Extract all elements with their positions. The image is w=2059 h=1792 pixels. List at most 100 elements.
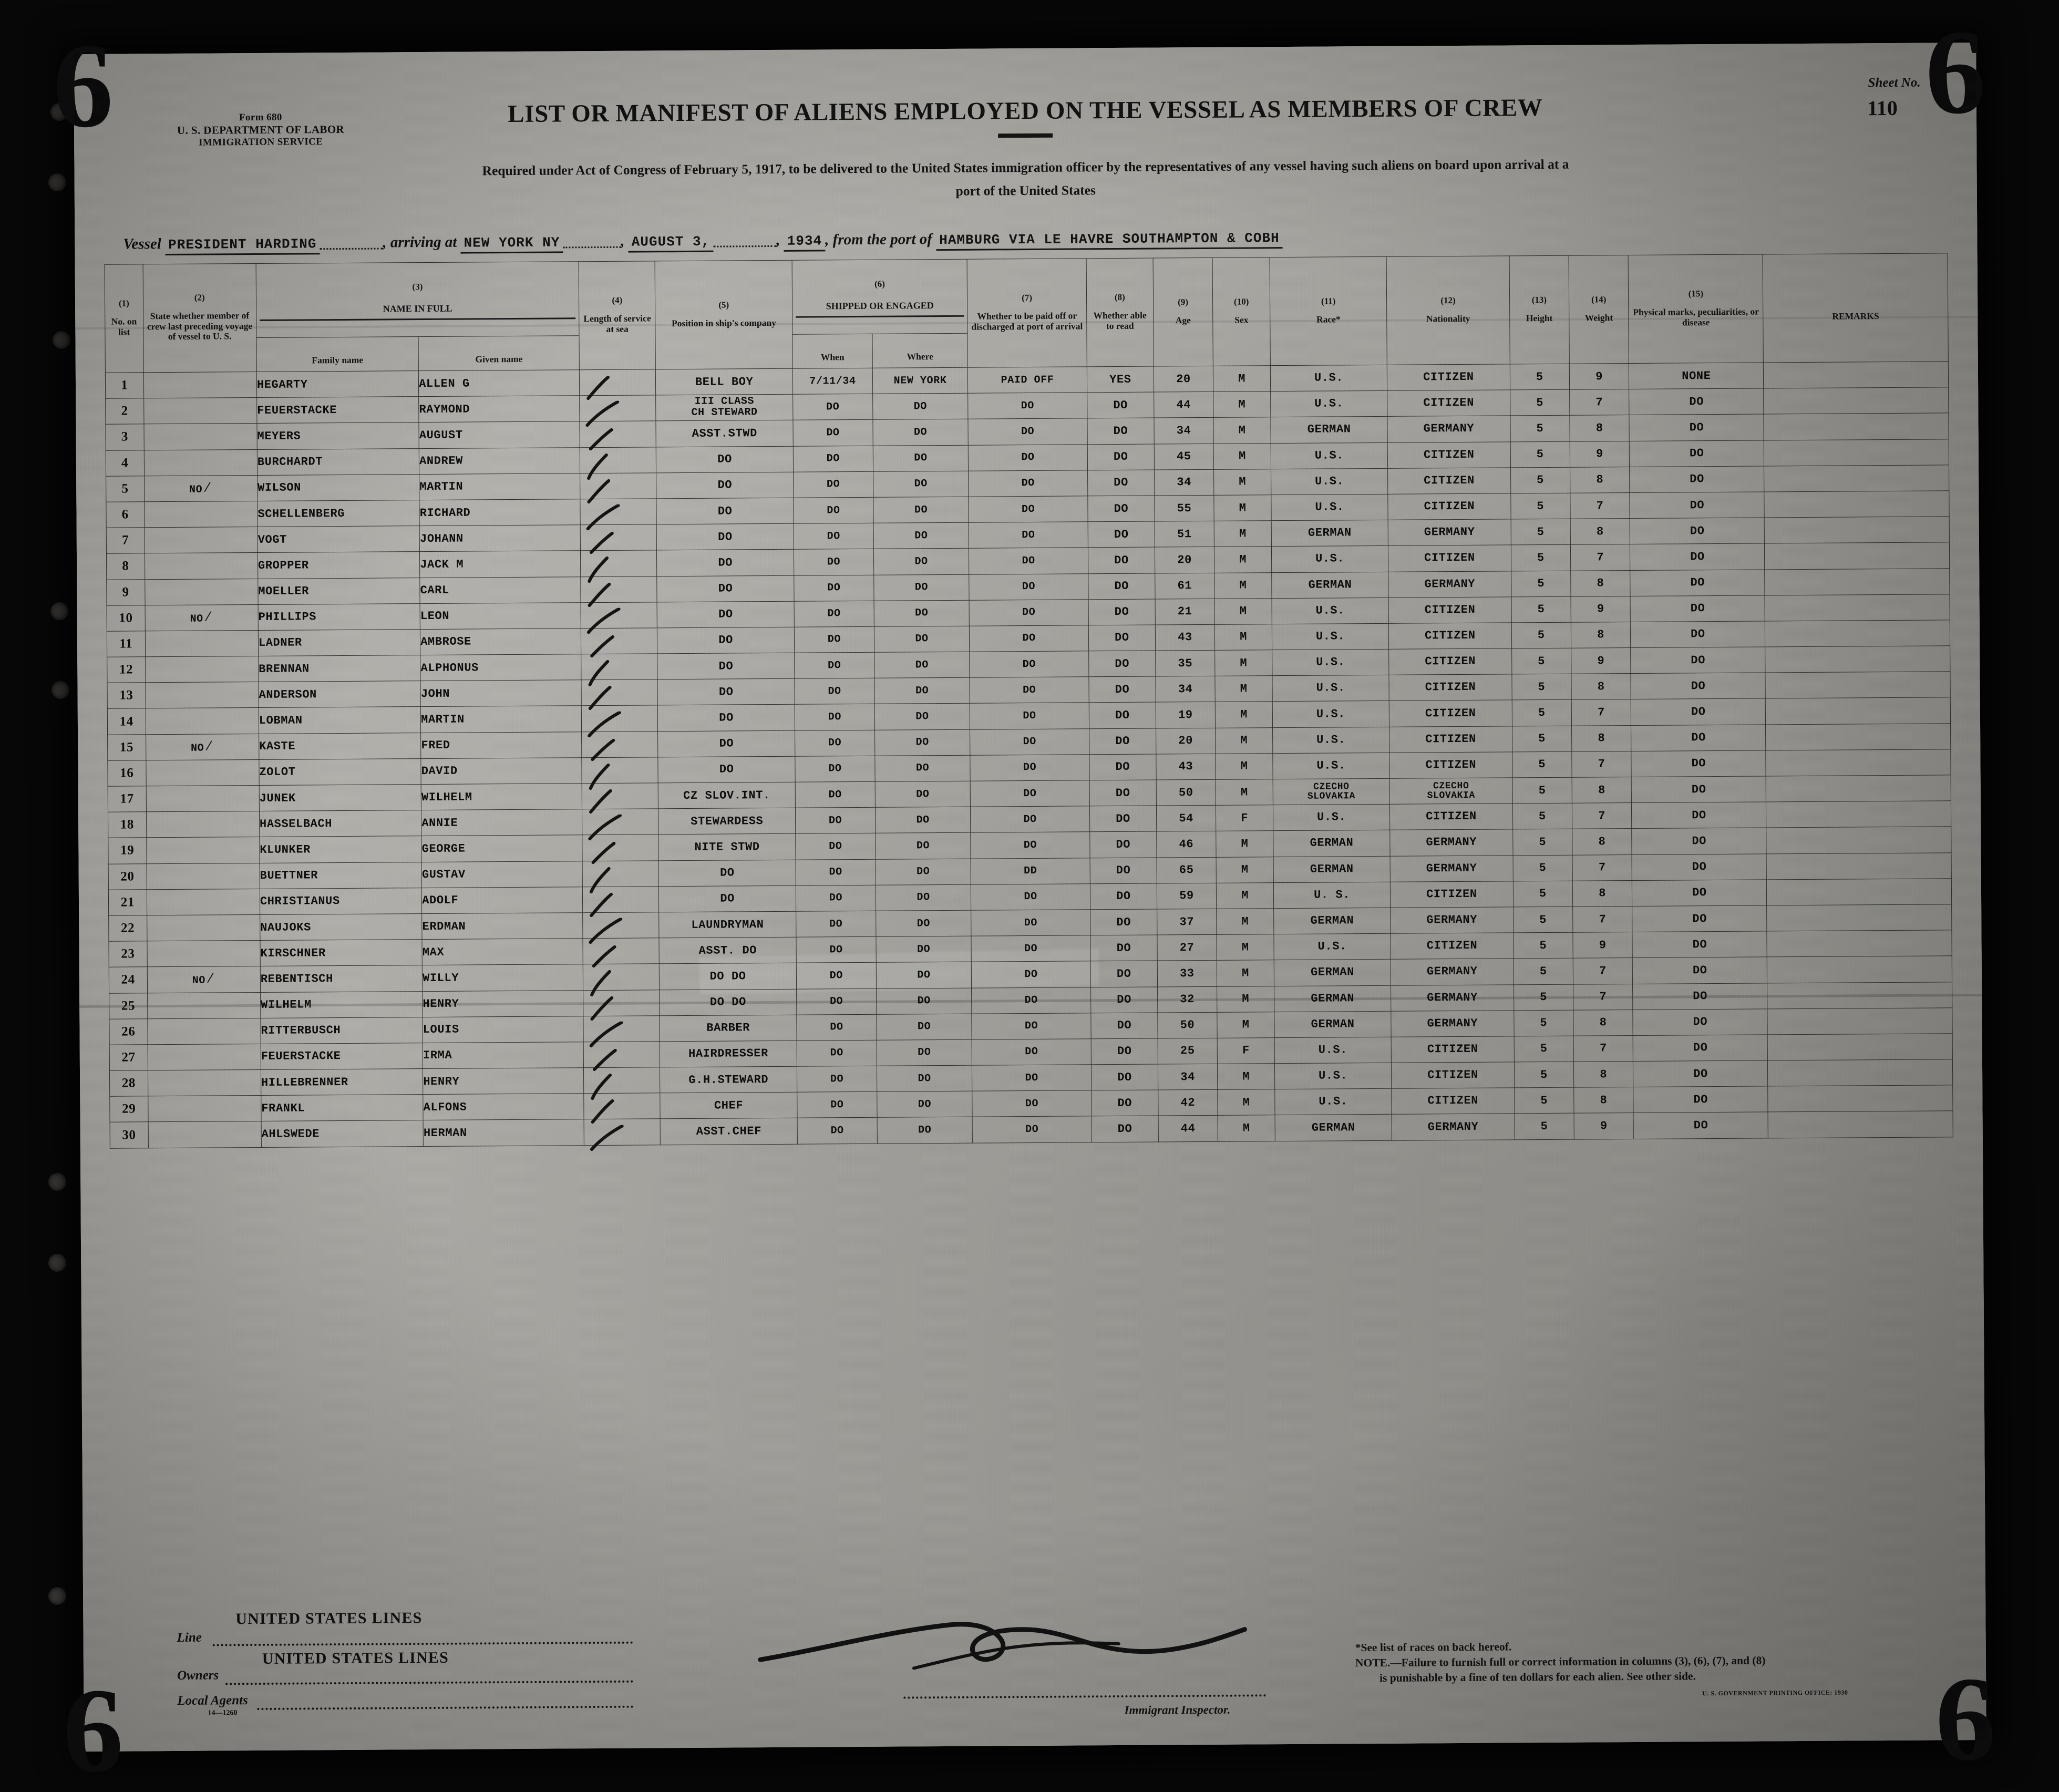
table-row[interactable]: 28 HILLEBRENNER HENRY G.H.STEWARD DO DO DO DO 34…: [109, 1059, 1953, 1100]
table-row[interactable]: 16 ZOLOT DAVID DO DO DO DO DO 43 M U.S. CITIZEN 5 7 DO: [107, 749, 1951, 790]
cell-remarks: [1765, 645, 1950, 673]
cell-remarks: [1767, 930, 1952, 957]
table-row[interactable]: 15 NO ⁄ KASTE FRED DO DO DO DO DO 20 M U.S. CITIZEN 5…: [107, 723, 1951, 761]
cell-height: 5: [1514, 1087, 1574, 1114]
table-row[interactable]: 11 LADNER AMBROSE DO DO DO DO DO 43 M U.S. CITIZEN 5…: [107, 620, 1950, 658]
cell-sex: M: [1214, 495, 1272, 521]
cell-physical-marks: DO: [1633, 1086, 1768, 1113]
table-row[interactable]: 29 FRANKL ALFONS CHEF DO DO DO DO 42 M U.S. CITIZEN…: [109, 1085, 1953, 1124]
cell-shipped-where: DO: [874, 729, 971, 756]
cell-paid-off: DO: [970, 832, 1090, 859]
cell-position: DO: [656, 446, 794, 473]
cell-race: U.S.: [1272, 753, 1390, 779]
cell-nationality: GERMANY: [1387, 416, 1510, 442]
cell-remarks: [1765, 672, 1951, 699]
cell-given-name: FRED: [420, 732, 582, 759]
cell-paid-off: DO: [969, 573, 1088, 600]
cell-paid-off: DO: [968, 470, 1088, 497]
cell-race: U.S.: [1270, 365, 1387, 392]
table-row[interactable]: 19 KLUNKER GEORGE NITE STWD DO DO DO DO 46 M GERMA…: [108, 827, 1952, 864]
cell-shipped-where: DO: [877, 1039, 972, 1066]
cell-family-name: KIRSCHNER: [260, 939, 423, 966]
cell-weight: 8: [1572, 828, 1632, 855]
cell-remarks: [1767, 1033, 1953, 1060]
table-row[interactable]: 30 AHLSWEDE HERMAN ASST.CHEF DO DO DO DO 44 M GERM…: [110, 1111, 1953, 1151]
table-row[interactable]: 1 HEGARTY ALLEN G BELL BOY 7/11/34 NEW YORK PA…: [105, 361, 1949, 400]
cell-position: DO: [657, 730, 795, 757]
cell-prev-voyage: [147, 914, 260, 941]
table-row[interactable]: 9 MOELLER CARL DO DO DO DO DO 61 M GERMAN GERMANY 5 8…: [106, 568, 1950, 607]
cell-given-name: MARTIN: [419, 473, 581, 500]
table-row[interactable]: 23 KIRSCHNER MAX ASST. DO DO DO DO DO 27 M U.S. CIT…: [108, 930, 1952, 968]
cell-position: DO: [656, 549, 794, 576]
cell-height: 5: [1510, 467, 1570, 493]
table-row[interactable]: 3 MEYERS AUGUST ASST.STWD DO DO DO DO 34 M GERMAN G…: [105, 413, 1949, 451]
cell-sex: M: [1215, 702, 1273, 728]
cell-shipped-where: DO: [876, 1013, 972, 1041]
cell-race: U.S.: [1272, 649, 1389, 676]
cell-weight: 7: [1572, 906, 1633, 933]
table-row[interactable]: 12 BRENNAN ALPHONUS DO DO DO DO DO 35 M U.S. CITIZE…: [107, 645, 1950, 687]
cell-height: 5: [1512, 751, 1572, 778]
table-row[interactable]: 20 BUETTNER GUSTAV DO DO DO DD DO 65 M GERMAN GERMA…: [108, 852, 1952, 893]
cell-able-to-read: DO: [1089, 806, 1157, 832]
table-row[interactable]: 21 CHRISTIANUS ADOLF DO DO DO DO DO 59 M U. S. CITI…: [108, 878, 1952, 917]
cell-nationality: CITIZEN: [1391, 1088, 1515, 1115]
cell-able-to-read: DO: [1087, 444, 1155, 470]
table-row[interactable]: 10 NO ⁄ PHILLIPS LEON DO DO DO DO DO 21 M U.S. CITIZ…: [107, 594, 1950, 634]
cell-shipped-when: DO: [796, 859, 876, 885]
table-row[interactable]: 14 LOBMAN MARTIN DO DO DO DO DO 19 M U.S. CITIZEN 5 7…: [107, 697, 1951, 737]
cell-height: 5: [1514, 1036, 1574, 1062]
cell-length-of-service: [581, 602, 657, 634]
table-row[interactable]: 27 FEUERSTACKE IRMA HAIRDRESSER DO DO DO DO 25 F U…: [109, 1033, 1953, 1072]
cell-family-name: KLUNKER: [259, 836, 422, 863]
cell-prev-voyage: [144, 527, 258, 554]
table-row[interactable]: 13 ANDERSON JOHN DO DO DO DO DO 34 M U.S. CITIZEN 5 8…: [107, 672, 1951, 710]
th-physical-marks: (15) Physical marks, peculiarities, or d…: [1628, 254, 1764, 364]
table-row[interactable]: 7 VOGT JOHANN DO DO DO DO DO 51 M GERMAN GERMANY 5 8 D…: [106, 516, 1950, 554]
cell-paid-off: DO: [972, 1090, 1092, 1117]
cell-position: ASST.STWD: [656, 420, 794, 447]
th-given-name: Given name: [418, 335, 580, 371]
table-row[interactable]: 22 NAUJOKS ERDMAN LAUNDRYMAN DO DO DO DO 37 M GERM…: [108, 904, 1952, 944]
cell-able-to-read: DO: [1090, 883, 1157, 910]
cell-length-of-service: [581, 731, 658, 761]
table-row[interactable]: 4 BURCHARDT ANDREW DO DO DO DO DO 45 M U.S. CITIZEN…: [106, 439, 1949, 480]
table-row[interactable]: 5 NO ⁄ WILSON MARTIN DO DO DO DO DO 34 M U.S. CITIZE…: [106, 465, 1949, 503]
table-row[interactable]: 8 GROPPER JACK M DO DO DO DO DO 20 M U.S. CITIZEN 5 7…: [106, 542, 1950, 583]
cell-length-of-service: [582, 860, 659, 893]
cell-paid-off: DO: [969, 625, 1089, 652]
cell-race: GERMAN: [1271, 571, 1389, 599]
cell-paid-off: DO: [972, 1038, 1092, 1066]
cell-shipped-where: DO: [875, 781, 971, 808]
table-row[interactable]: 25 WILHELM HENRY DO DO DO DO DO DO 32 M GERMAN GERM…: [109, 982, 1952, 1021]
cell-age: 43: [1155, 624, 1215, 651]
cell-physical-marks: DO: [1632, 905, 1767, 932]
table-row[interactable]: 26 RITTERBUSCH LOUIS BARBER DO DO DO DO 50 M GERMA…: [109, 1007, 1953, 1047]
th-shipped-or-engaged: (6) SHIPPED OR ENGAGED: [792, 259, 968, 335]
cell-remarks: [1767, 1059, 1953, 1087]
table-row[interactable]: 6 SCHELLENBERG RICHARD DO DO DO DO DO 55 M U.S. CIT…: [106, 490, 1950, 531]
cell-paid-off: DO: [971, 987, 1091, 1014]
table-row[interactable]: 2 FEUERSTACKE RAYMOND III CLASS CH STEWARD DO…: [105, 387, 1949, 427]
cell-able-to-read: DO: [1088, 624, 1156, 651]
cell-shipped-when: DO: [794, 574, 874, 601]
cell-able-to-read: DO: [1090, 935, 1158, 962]
cell-age: 27: [1157, 934, 1217, 961]
cell-shipped-when: DO: [796, 962, 877, 989]
table-row[interactable]: 17 JUNEK WILHELM CZ SLOV.INT. DO DO DO DO 50 M CZE…: [108, 775, 1951, 814]
cell-remarks: [1764, 439, 1949, 466]
cell-height: 5: [1510, 493, 1571, 520]
cell-weight: 9: [1571, 647, 1631, 674]
inspector-signature-rule: [903, 1694, 1267, 1699]
cell-remarks: [1764, 542, 1950, 570]
table-row[interactable]: 18 HASSELBACH ANNIE STEWARDESS DO DO DO DO 54 F U.…: [108, 800, 1951, 841]
cell-length-of-service: [580, 550, 657, 583]
cell-prev-voyage: [145, 552, 258, 580]
cell-paid-off: DO: [969, 521, 1088, 549]
cell-weight: 7: [1570, 492, 1630, 519]
cell-length-of-service: [581, 653, 658, 687]
cell-prev-voyage: [143, 449, 258, 476]
cell-sex: M: [1214, 624, 1272, 651]
table-row[interactable]: 24 NO ⁄ REBENTISCH WILLY DO DO DO DO DO DO 33 M GER…: [109, 956, 1952, 997]
